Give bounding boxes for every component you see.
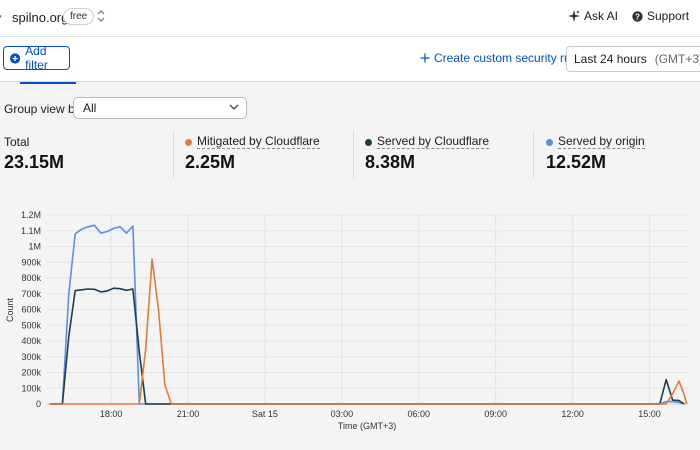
stat-label: Served by origin [558,134,645,149]
chart-series [49,224,688,405]
create-custom-rule-link[interactable]: Create custom security rule [420,51,580,65]
divider [173,130,174,178]
x-tick-label: 03:00 [331,409,354,419]
legend-dot [185,138,192,146]
stat-served-origin[interactable]: Served by origin 12.52M [546,135,645,180]
add-filter-button[interactable]: Add filter [3,44,70,72]
x-tick-label: 21:00 [177,409,200,419]
group-view-select[interactable]: All [73,97,247,119]
active-tab-indicator [20,82,76,84]
y-tick-label: 500k [21,320,41,330]
plan-badge: free [63,8,95,25]
chevron-down-icon[interactable]: ▾ [0,12,2,23]
stat-value: 8.38M [365,152,416,172]
group-view-value: All [83,101,97,115]
timezone-label: (GMT+3) [654,52,700,66]
y-tick-label: 300k [21,352,41,362]
y-tick-label: 0 [36,399,41,409]
x-tick-label: 12:00 [561,409,584,419]
top-bar: ▾ spilno.org free Ask AI ? Support [0,0,700,37]
x-tick-label: 06:00 [408,409,431,419]
x-axis-label: Time (GMT+3) [338,421,396,431]
y-tick-label: 800k [21,273,41,283]
x-tick-label: Sat 15 [252,409,278,419]
series-line-served-by-cloudflare[interactable] [49,287,685,405]
svg-text:?: ? [635,12,640,21]
create-rule-label: Create custom security rule [434,51,581,65]
legend-dot [546,138,553,146]
stat-label: Mitigated by Cloudflare [197,134,320,149]
series-line-mitigated-by-cloudflare[interactable] [49,258,688,405]
time-range-value: Last 24 hours [574,52,647,66]
support-button[interactable]: ? Support [632,9,689,23]
chevron-down-icon [229,104,239,110]
stat-total: Total 23.15M [4,135,64,180]
y-tick-label: 100k [21,383,41,393]
y-axis-label: Count [5,298,15,323]
chart-grid [47,214,688,405]
series-line-served-by-origin[interactable] [49,224,685,405]
stat-value: 23.15M [4,152,65,172]
y-tick-label: 1.1M [21,226,41,236]
divider [533,130,534,178]
y-tick-label: 1M [28,242,41,252]
filter-bar: Add filter Create custom security rule L… [0,37,700,82]
y-tick-label: 900k [21,257,41,267]
domain-name[interactable]: spilno.org [12,10,69,25]
x-tick-label: 18:00 [100,409,123,419]
stat-mitigated[interactable]: Mitigated by Cloudflare 2.25M [185,135,320,180]
legend-dot [365,138,372,146]
x-tick-label: 15:00 [638,409,661,419]
stat-label: Total [4,135,30,149]
switch-zone-icon[interactable] [96,8,106,24]
divider [353,130,354,178]
plus-icon [420,53,430,63]
ask-ai-button[interactable]: Ask AI [568,9,618,23]
stat-value: 2.25M [185,152,236,172]
stat-served-cloudflare[interactable]: Served by Cloudflare 8.38M [365,134,490,180]
y-tick-label: 600k [21,305,41,315]
ask-ai-label: Ask AI [584,9,619,23]
x-axis: 18:00 21:00 Sat 15 03:00 06:00 09:00 12:00 15:0… [47,403,688,419]
add-filter-label: Add filter [25,44,48,72]
sparkle-icon [568,10,580,22]
support-label: Support [647,9,690,23]
stat-value: 12.52M [546,152,607,172]
help-icon: ? [632,10,643,22]
traffic-line-chart[interactable]: 0 100k 200k 300k 400k 500k 600k 700k 800k 900k 1M 1… [0,200,700,450]
y-tick-label: 1.2M [21,210,41,220]
group-view-label: Group view by [4,102,81,116]
y-tick-label: 400k [21,336,41,346]
y-axis: 0 100k 200k 300k 400k 500k 600k 700k 800k 900k 1M 1… [21,210,42,409]
y-tick-label: 700k [21,289,41,299]
y-tick-label: 200k [21,368,41,378]
x-tick-label: 09:00 [484,409,507,419]
plus-circle-icon [10,52,21,64]
time-range-select[interactable]: Last 24 hours (GMT+3) [566,46,700,72]
stat-label: Served by Cloudflare [377,134,490,149]
